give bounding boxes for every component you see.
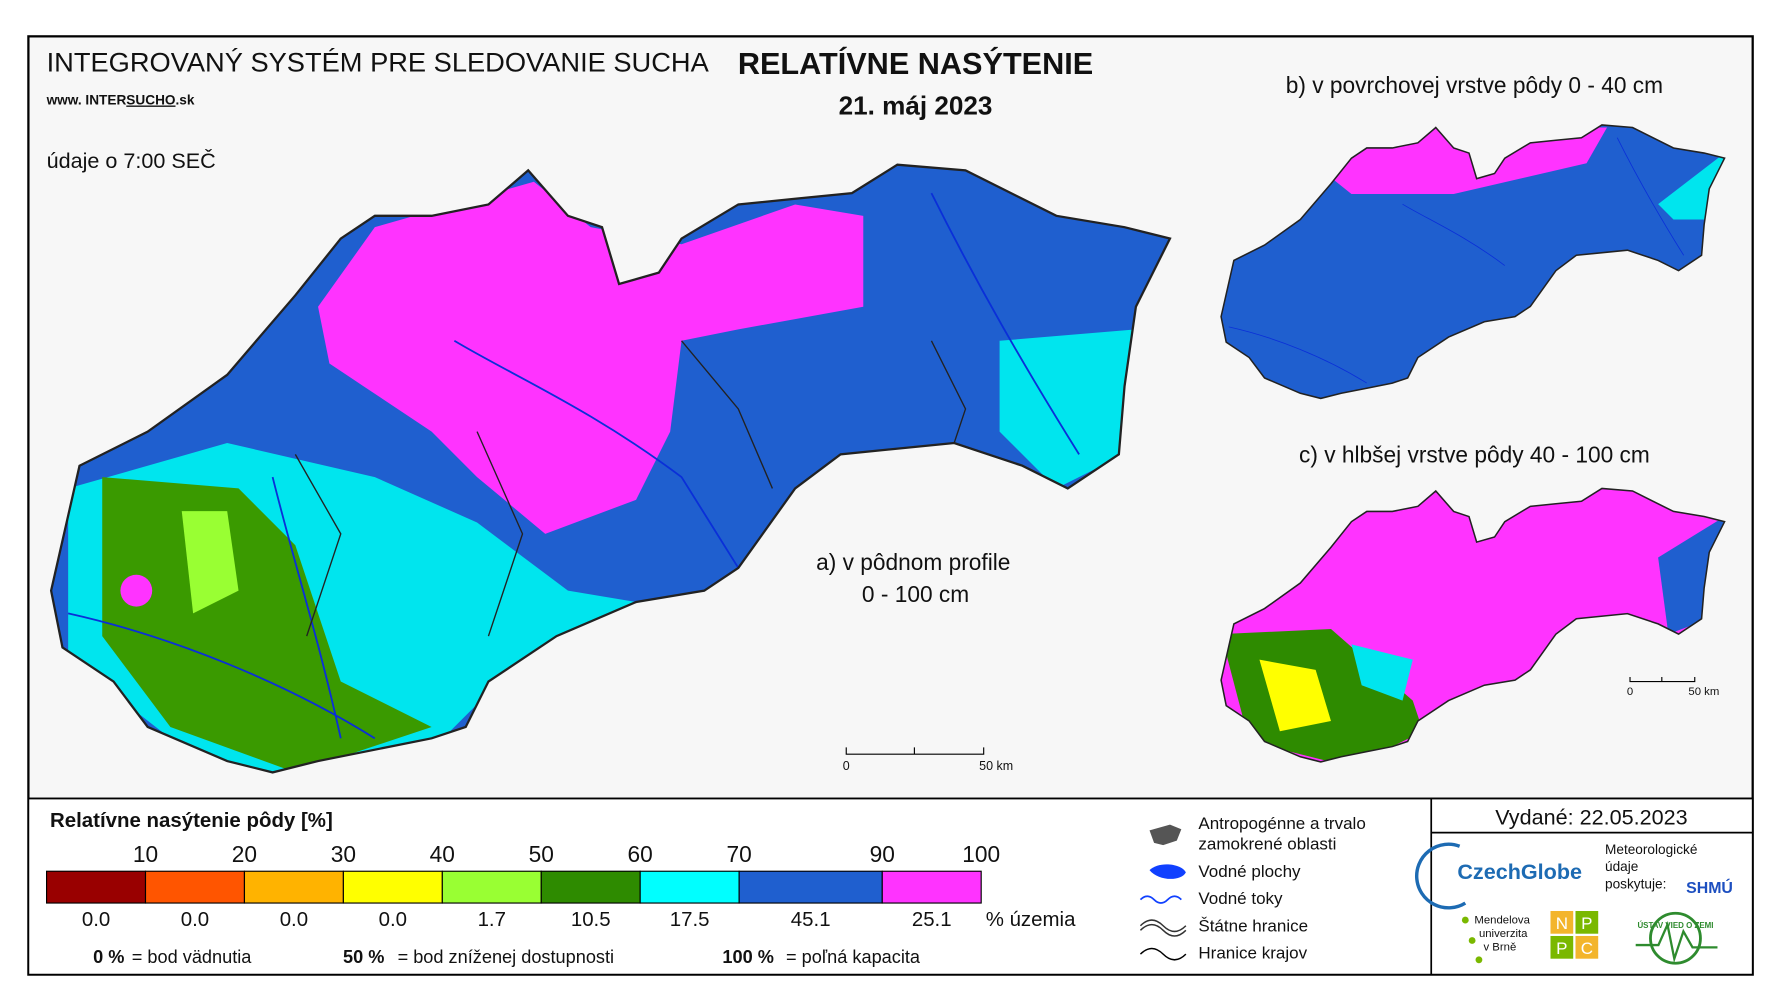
legend-break: 90 xyxy=(870,841,895,867)
legend-share: 10.5 xyxy=(571,908,611,931)
logo-text: Meteorologické xyxy=(1605,842,1697,857)
logo-czechglobe: CzechGlobe xyxy=(1457,859,1582,884)
logo-text: údaje xyxy=(1605,859,1638,874)
legend-swatch xyxy=(881,870,982,904)
legend-share: 0.0 xyxy=(379,908,407,931)
logo-uvz-wave xyxy=(1635,920,1718,964)
map-c-label: c) v hlbšej vrstve pôdy 40 - 100 cm xyxy=(1299,441,1650,467)
logo-dot xyxy=(1468,937,1476,944)
legend-share: 45.1 xyxy=(791,908,831,931)
legend-share: 17.5 xyxy=(670,908,710,931)
scale-label: 50 km xyxy=(1688,686,1719,698)
legend-break: 30 xyxy=(331,841,356,867)
scale-label: 50 km xyxy=(979,759,1013,773)
note-value: 50 % xyxy=(343,947,384,967)
legend-share: 0.0 xyxy=(181,908,209,931)
time-note: údaje o 7:00 SEČ xyxy=(47,148,216,173)
symbol-label: Vodné plochy xyxy=(1198,862,1301,881)
issued: Vydané: 22.05.2023 xyxy=(1495,805,1687,830)
symbol-label: Antropogénne a trvalo xyxy=(1198,814,1365,833)
legend-swatch xyxy=(639,870,740,904)
symbol-label: Štátne hranice xyxy=(1198,916,1308,935)
legend-swatch xyxy=(243,870,344,904)
scale-bar xyxy=(845,747,985,755)
note-value: 0 % xyxy=(93,947,124,967)
water-icon xyxy=(1149,864,1186,879)
note-text: = poľná kapacita xyxy=(786,947,921,967)
logo-uvz xyxy=(1649,911,1702,965)
scale-label: 0 xyxy=(1627,686,1633,698)
logo-nppc-cell xyxy=(1575,935,1599,959)
logo-dot xyxy=(1475,956,1483,964)
logo-nppc: N PP C xyxy=(1550,910,1599,959)
share-unit: % územia xyxy=(986,908,1076,931)
logo-nppc-cell xyxy=(1550,910,1574,934)
logo-uvz-text: ÚSTAV VIED O ZEMI xyxy=(1637,921,1713,930)
legend-title: Relatívne nasýtenie pôdy [%] xyxy=(50,809,333,832)
logo-nppc-letter: N xyxy=(1556,914,1568,933)
legend-share: 0.0 xyxy=(280,908,308,931)
scale-label: 0 xyxy=(843,759,850,773)
legend-swatch xyxy=(738,870,883,904)
title: RELATÍVNE NASÝTENIE xyxy=(738,46,1093,81)
symbol-label: Hranice krajov xyxy=(1198,944,1307,963)
logo-dot xyxy=(1461,916,1469,924)
logo-nppc-letter: P xyxy=(1581,914,1592,933)
legend-break: 10 xyxy=(133,841,158,867)
region-icon xyxy=(1139,947,1187,961)
symbol-label: Vodné toky xyxy=(1198,889,1283,908)
legend-break: 100 xyxy=(962,841,1000,867)
logo-text: poskytuje: xyxy=(1605,876,1666,891)
legend-break: 60 xyxy=(628,841,653,867)
scale-bar xyxy=(1629,676,1696,683)
legend-swatch xyxy=(46,870,147,904)
map-b-label: b) v povrchovej vrstve pôdy 0 - 40 cm xyxy=(1286,72,1663,98)
logo-text: Mendelova xyxy=(1474,914,1530,926)
logo-text: v Brně xyxy=(1483,942,1516,954)
legend: 0.0 10 0.0 20 0.0 30 0.0 40 1.7 50 10.5 60 17.5 70 45.… xyxy=(46,841,1000,931)
legend-swatch xyxy=(540,870,641,904)
logo-text: univerzita xyxy=(1479,928,1528,940)
wetland-icon xyxy=(1149,824,1182,846)
legend-break: 40 xyxy=(430,841,455,867)
date: 21. máj 2023 xyxy=(839,91,993,121)
legend-swatch xyxy=(342,870,443,904)
map-a-depth: 0 - 100 cm xyxy=(862,581,969,607)
logo-nppc-cell xyxy=(1575,910,1599,934)
legend-break: 70 xyxy=(726,841,751,867)
logo-arc xyxy=(1415,842,1467,910)
logo-nppc-cell xyxy=(1550,935,1574,959)
legend-swatch xyxy=(441,870,542,904)
logo-nppc-letter: P xyxy=(1556,939,1567,958)
note-value: 100 % xyxy=(722,947,773,967)
logo-shmu: SHMÚ xyxy=(1686,878,1733,897)
legend-break: 20 xyxy=(232,841,257,867)
logo-nppc-letter: C xyxy=(1581,939,1593,958)
note-text: = bod zníženej dostupnosti xyxy=(398,947,615,967)
note-text: = bod vädnutia xyxy=(132,947,253,967)
web-address: www. INTERSUCHO.sk xyxy=(46,93,195,108)
river-icon xyxy=(1139,895,1182,904)
symbol-label: zamokrené oblasti xyxy=(1198,835,1336,854)
legend-share: 25.1 xyxy=(912,908,952,931)
system-name: INTEGROVANÝ SYSTÉM PRE SLEDOVANIE SUCHA xyxy=(47,47,710,78)
legend-share: 0.0 xyxy=(82,908,110,931)
map-a xyxy=(49,163,1172,774)
legend-share: 1.7 xyxy=(478,908,506,931)
legend-break: 50 xyxy=(529,841,554,867)
border-icon xyxy=(1139,919,1187,937)
legend-swatch xyxy=(144,870,246,904)
map-a-label: a) v pôdnom profile xyxy=(816,549,1010,575)
